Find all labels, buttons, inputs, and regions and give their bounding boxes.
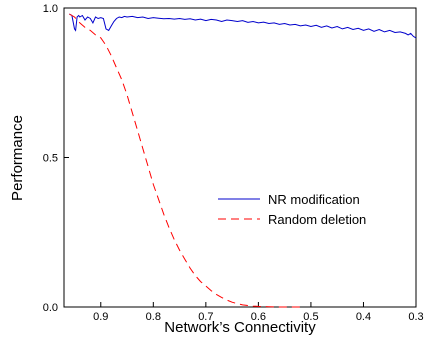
legend: NR modification Random deletion xyxy=(218,192,366,227)
x-tick-label: 0.3 xyxy=(408,311,423,323)
y-tick-label: 1.0 xyxy=(43,3,58,15)
x-tick-label: 0.9 xyxy=(93,311,108,323)
series-line-nr-modification xyxy=(69,13,417,39)
x-tick-label: 0.4 xyxy=(356,311,371,323)
x-axis-label: Network’s Connectivity xyxy=(164,319,316,336)
x-tick-label: 0.5 xyxy=(303,311,318,323)
y-tick-label: 0.0 xyxy=(43,302,58,314)
series-line-random-deletion xyxy=(69,13,301,308)
y-tick-label: 0.5 xyxy=(43,153,58,165)
y-axis-label: Performance xyxy=(9,115,26,201)
x-tick-label: 0.8 xyxy=(146,311,161,323)
plot-frame xyxy=(63,7,417,308)
x-tick-label: 0.6 xyxy=(251,311,266,323)
series xyxy=(69,13,417,308)
x-tick-label: 0.7 xyxy=(198,311,213,323)
legend-label-random-deletion: Random deletion xyxy=(268,212,366,227)
ticks: 0.9 0.8 0.7 0.6 0.5 0.4 0.3 0.0 0.5 1.0 xyxy=(43,3,424,323)
legend-label-nr-modification: NR modification xyxy=(268,192,360,207)
